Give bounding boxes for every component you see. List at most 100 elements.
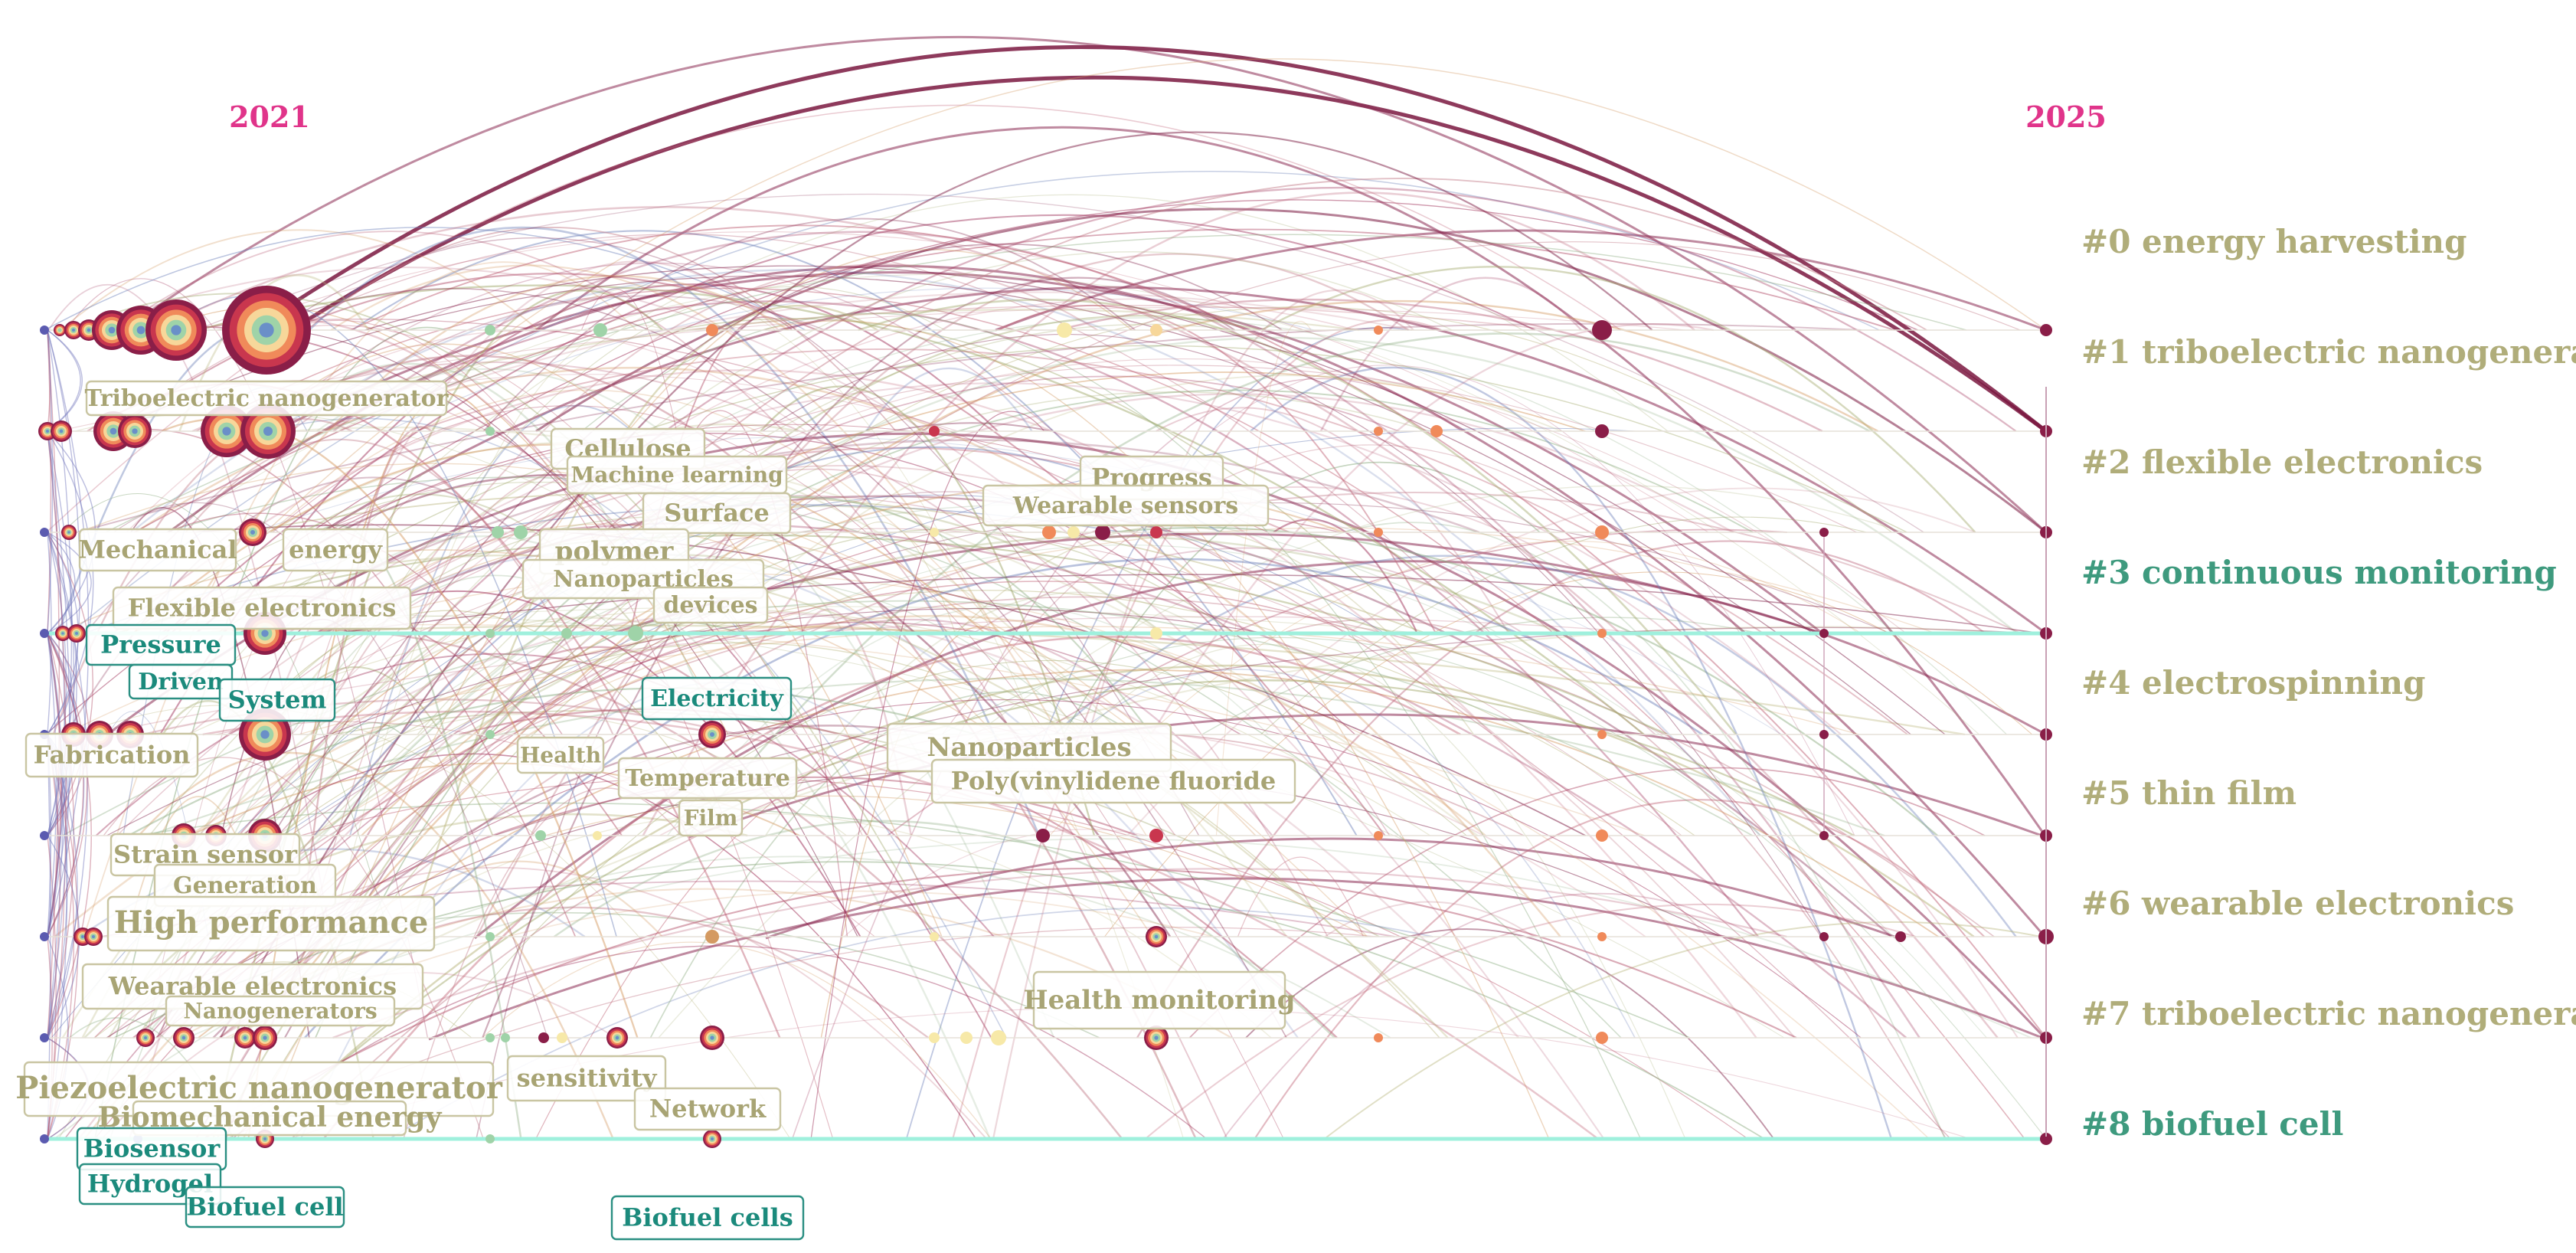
keyword-node-r1-5 — [240, 404, 296, 459]
arc — [331, 371, 1586, 735]
keyword-node-r4-4 — [698, 721, 726, 748]
arc — [666, 604, 1269, 836]
arc — [856, 522, 956, 634]
arc — [276, 237, 1200, 836]
arc-left-weave — [47, 532, 76, 634]
arc — [323, 549, 1299, 1039]
arc — [704, 375, 1562, 634]
keyword-label: High performance — [106, 895, 436, 952]
arc — [350, 224, 2047, 1039]
arc — [252, 437, 1782, 735]
arc — [195, 287, 2025, 1140]
arc — [300, 489, 492, 735]
keyword-label: Triboelectric nanogenerator — [85, 380, 449, 417]
keyword-label-text: Biofuel cells — [622, 1203, 793, 1232]
keyword-node-small — [485, 932, 495, 941]
arc — [84, 295, 825, 634]
arc — [1126, 487, 1976, 836]
arc-left-weave — [47, 430, 75, 937]
keyword-node-r8-1 — [703, 1130, 721, 1148]
arc — [1156, 407, 1510, 634]
keyword-node-small — [561, 628, 572, 639]
arc — [84, 267, 1605, 1140]
keyword-label-text: Biosensor — [83, 1134, 221, 1163]
arc — [265, 58, 2047, 533]
arc-major-11 — [535, 126, 2048, 838]
keyword-node-small — [1057, 322, 1072, 338]
arc — [187, 838, 2032, 1039]
arc — [181, 596, 1995, 937]
arc — [115, 534, 1669, 736]
keyword-label-text: Network — [649, 1094, 767, 1124]
keyword-node-small — [1430, 425, 1443, 437]
arc — [482, 276, 1235, 1039]
keyword-node-small — [1819, 932, 1829, 941]
keyword-label-text: Driven — [138, 669, 224, 695]
arc — [323, 291, 1413, 433]
keyword-label: Electricity — [641, 676, 793, 721]
arc — [202, 867, 1797, 1140]
keyword-node-small — [557, 1032, 567, 1043]
arc — [1319, 276, 1582, 432]
keyword-node-small — [1819, 629, 1829, 638]
keyword-label: Nanogenerators — [165, 995, 396, 1027]
keyword-label-text: Nanogenerators — [183, 999, 377, 1024]
keyword-label-box — [617, 757, 798, 800]
arc — [1280, 618, 1947, 1140]
keyword-label-text: Health monitoring — [1024, 985, 1296, 1016]
arc — [1254, 799, 1986, 1140]
arc — [760, 385, 1096, 836]
arc — [332, 231, 1921, 1039]
arc — [761, 545, 1987, 1039]
arc — [126, 796, 237, 937]
start-year-label: 2021 — [229, 100, 310, 134]
cluster-start-dot-0 — [40, 326, 49, 335]
arc — [387, 287, 1315, 432]
cluster-start-dot-8 — [40, 1134, 49, 1143]
arc — [333, 531, 1257, 836]
cluster-end-dot-0 — [2040, 324, 2052, 336]
arc — [188, 608, 1431, 836]
arc — [69, 171, 1880, 634]
arc — [1245, 928, 1775, 1140]
keyword-label-box — [106, 895, 436, 952]
arc — [256, 664, 1975, 1140]
keyword-label-text: energy — [289, 535, 383, 564]
keyword-node-small — [1592, 320, 1612, 340]
arc — [331, 433, 1356, 735]
keyword-node-r6-2 — [1146, 926, 1167, 947]
arc — [74, 411, 625, 533]
keyword-node-r7-6 — [1144, 1026, 1169, 1050]
keyword-node-r1-1 — [51, 420, 72, 442]
cluster-label-6: #6 wearable electronics — [2081, 885, 2514, 922]
arc — [1136, 540, 1986, 1039]
keyword-label-text: Poly(vinylidene fluoride — [951, 767, 1276, 796]
keyword-label-box — [282, 528, 389, 572]
keyword-label-text: Piezoelectric nanogenerator — [15, 1070, 502, 1106]
arc — [129, 260, 780, 1140]
keyword-labels: Triboelectric nanogeneratorCelluloseMach… — [15, 380, 1296, 1241]
arc-major-7 — [428, 877, 2047, 1041]
arc — [330, 264, 1060, 735]
arc — [1260, 266, 1976, 533]
keyword-label: Fabrication — [25, 732, 199, 778]
keyword-node-small — [501, 1033, 510, 1042]
cluster-label-3: #3 continuous monitoring — [2081, 554, 2557, 591]
arc — [111, 275, 1911, 735]
keyword-node-small — [1596, 829, 1608, 842]
keyword-label: Poly(vinylidene fluoride — [930, 758, 1296, 804]
arc — [130, 269, 1761, 836]
arc — [180, 888, 1232, 1039]
arc — [973, 547, 1656, 735]
arc — [107, 234, 1492, 634]
cluster-label-8: #8 biofuel cell — [2081, 1105, 2343, 1143]
keyword-label-text: Generation — [173, 872, 317, 899]
keyword-label-text: Surface — [664, 499, 770, 528]
keyword-node-small — [1149, 829, 1163, 842]
keyword-node-small — [628, 626, 643, 641]
cluster-labels: #0 energy harvesting #1 triboelectric na… — [2081, 223, 2576, 1143]
keyword-label: devices — [652, 586, 769, 624]
keyword-label: Mechanical — [78, 528, 237, 572]
keyword-label-text: System — [228, 685, 327, 715]
keyword-node-small — [1596, 1032, 1608, 1044]
